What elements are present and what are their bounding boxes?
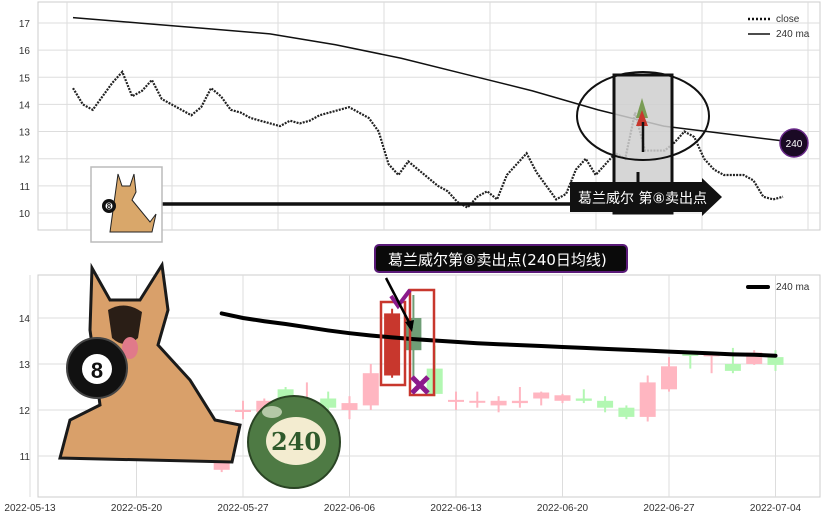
x-tick-label: 2022-06-13 <box>430 503 482 514</box>
y-tick-label: 14 <box>19 100 31 111</box>
y-tick-label: 17 <box>19 19 31 30</box>
y-tick-label: 12 <box>19 406 31 417</box>
candle-body <box>277 389 294 401</box>
x-tick-label: 2022-06-20 <box>537 503 589 514</box>
candle-body <box>724 364 741 371</box>
small-eight-ball-spot <box>105 202 113 210</box>
highlight-ellipse <box>576 71 710 161</box>
candle-body <box>554 395 571 401</box>
ball-240-spot <box>266 417 326 465</box>
ma-badge-label: 240 <box>786 139 803 150</box>
candle-body <box>341 403 358 410</box>
top-sell-label: 葛兰威尔 第⑧卖出点 <box>578 190 707 207</box>
x-tick-label: 2022-06-06 <box>324 503 376 514</box>
candle-body <box>469 400 486 403</box>
candle-body <box>362 373 379 406</box>
ball-240-shine <box>262 406 282 418</box>
candle-body <box>511 400 528 404</box>
candle-body <box>575 398 592 401</box>
bottom-sell-label: 葛兰威尔第⑧卖出点(240日均线) <box>388 251 607 269</box>
y-tick-label: 16 <box>19 46 31 57</box>
dog-tongue-icon <box>122 337 138 359</box>
sell-label-arrow <box>570 178 722 216</box>
x-tick-label: 2022-05-20 <box>111 503 163 514</box>
ma-badge <box>779 128 809 158</box>
candle-body <box>235 410 251 412</box>
sell-label-box <box>374 244 628 273</box>
y-tick-label: 11 <box>20 452 31 463</box>
x-tick-label: 2022-05-13 <box>4 503 56 514</box>
y-tick-label: 15 <box>19 73 31 84</box>
bottom-panel: 2022-05-13 2022-05-20 2022-05-27 2022-06-06… <box>4 244 821 514</box>
ma240-line <box>219 311 778 358</box>
candle-body <box>661 366 677 390</box>
y-tick-label: 13 <box>19 360 31 371</box>
candle-body <box>618 407 635 417</box>
y-tick-label: 13 <box>19 128 31 139</box>
x-tick-label: 2022-05-27 <box>217 503 269 514</box>
top-panel: 10 11 12 13 14 15 16 17 <box>19 1 821 243</box>
ma240-line <box>72 16 796 144</box>
top-legend-close: close <box>776 14 800 25</box>
arrow-head-icon <box>405 320 414 332</box>
candle-body <box>384 313 401 376</box>
candle-body <box>767 357 784 365</box>
sell-marker-icon <box>636 110 648 126</box>
candle-body <box>448 399 464 402</box>
eight-ball-label: 8 <box>91 358 103 383</box>
candle-body <box>320 398 337 408</box>
candle-body <box>682 353 699 356</box>
sell-marker-icon <box>636 98 648 118</box>
x-tick-label: 2022-07-04 <box>750 503 802 514</box>
y-tick-label: 11 <box>20 182 31 193</box>
top-legend-ma: 240 ma <box>776 29 810 40</box>
x-tick-label: 2022-06-27 <box>643 503 695 514</box>
candle-body <box>597 400 614 408</box>
cross-icon <box>410 375 430 395</box>
ball-240-label: 240 <box>271 427 321 456</box>
pointer-arrow <box>384 277 414 329</box>
dog-thumbnail-icon <box>109 173 157 233</box>
candle-body <box>490 400 507 406</box>
check-icon <box>389 288 412 310</box>
small-eight-ball-label: 8 <box>107 202 112 211</box>
candle-body <box>639 382 656 417</box>
y-tick-label: 12 <box>19 155 31 166</box>
candle-body <box>533 392 550 399</box>
y-tick-label: 14 <box>19 314 31 325</box>
bottom-legend-ma: 240 ma <box>776 282 810 293</box>
candle-body <box>746 352 763 364</box>
dog-face-icon <box>108 305 142 344</box>
highlight-box <box>408 288 436 397</box>
y-tick-label: 10 <box>19 209 31 220</box>
eight-ball-spot <box>82 354 112 384</box>
dog-illustration-icon <box>58 260 242 464</box>
